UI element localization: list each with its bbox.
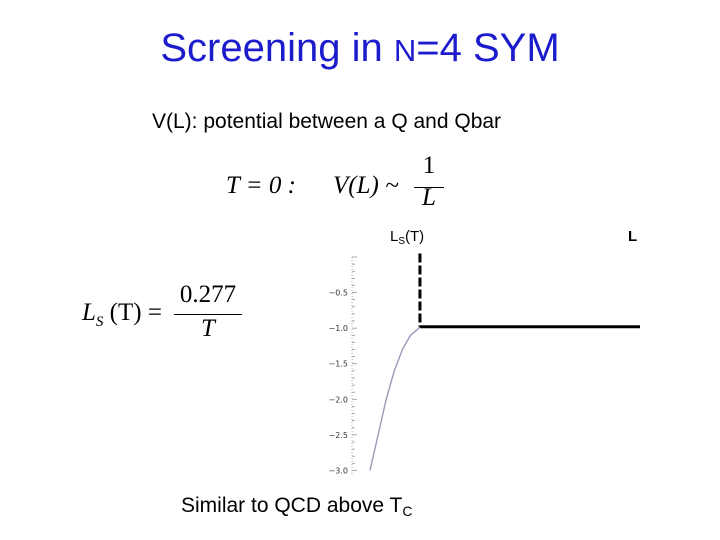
formula-v-of-l-text: V(L) ~ [333, 172, 399, 199]
formula-v-of-l: V(L) ~ [333, 172, 399, 200]
subtitle: V(L): potential between a Q and Qbar [152, 110, 502, 133]
formula-ls-lhs: LS (T) = [82, 299, 162, 331]
formula-t0-lhs: T = 0 : [226, 172, 296, 200]
formula-ls-l: L [82, 299, 96, 326]
fraction-bar [174, 314, 242, 315]
formula-ls-sub: S [95, 314, 104, 330]
ls-label-sub: S [398, 236, 406, 247]
caption-text: Similar to QCD above T [181, 494, 403, 517]
formula-ls-arg: (T) = [109, 299, 162, 326]
formula-t0-fraction: 1 L [414, 152, 444, 212]
y-tick-label: −2.0 [329, 395, 348, 404]
y-tick-label: −1.0 [329, 324, 348, 333]
caption-sub: C [402, 503, 413, 519]
plot-marks [369, 253, 640, 471]
formula-ls-denominator-text: T [201, 315, 215, 342]
formula-ls-denominator: T [174, 315, 242, 343]
fraction-bar [414, 187, 444, 188]
slide-title: Screening in N=4 SYM [0, 26, 720, 71]
formula-ls-fraction: 0.277 T [174, 281, 242, 343]
ls-label-main: L [390, 228, 399, 245]
ls-label-arg: (T) [405, 228, 425, 245]
title-prefix: Screening in [160, 26, 394, 70]
formula-t0-lhs-text: T = 0 : [226, 172, 296, 199]
y-tick-label: −3.0 [329, 466, 348, 475]
y-tick-label: −0.5 [329, 289, 348, 298]
formula-ls-numerator: 0.277 [179, 281, 237, 308]
caption: Similar to QCD above TC [181, 494, 412, 519]
formula-t0-denominator: L [414, 184, 444, 212]
formula-t0-numerator: 1 [422, 152, 436, 179]
formula-t0-denominator-text: L [422, 184, 436, 211]
ls-marker-label: LS(T) [390, 228, 424, 247]
title-n-symbol: N [393, 33, 417, 68]
title-suffix: =4 SYM [416, 26, 560, 70]
y-tick-label: −1.5 [329, 360, 348, 369]
potential-curve [369, 326, 421, 471]
y-axis: −0.5 −1.0 −1.5 −2.0 −2.5 −3.0 [329, 256, 357, 475]
l-axis-label: L [628, 228, 638, 245]
y-tick-label: −2.5 [329, 431, 348, 440]
